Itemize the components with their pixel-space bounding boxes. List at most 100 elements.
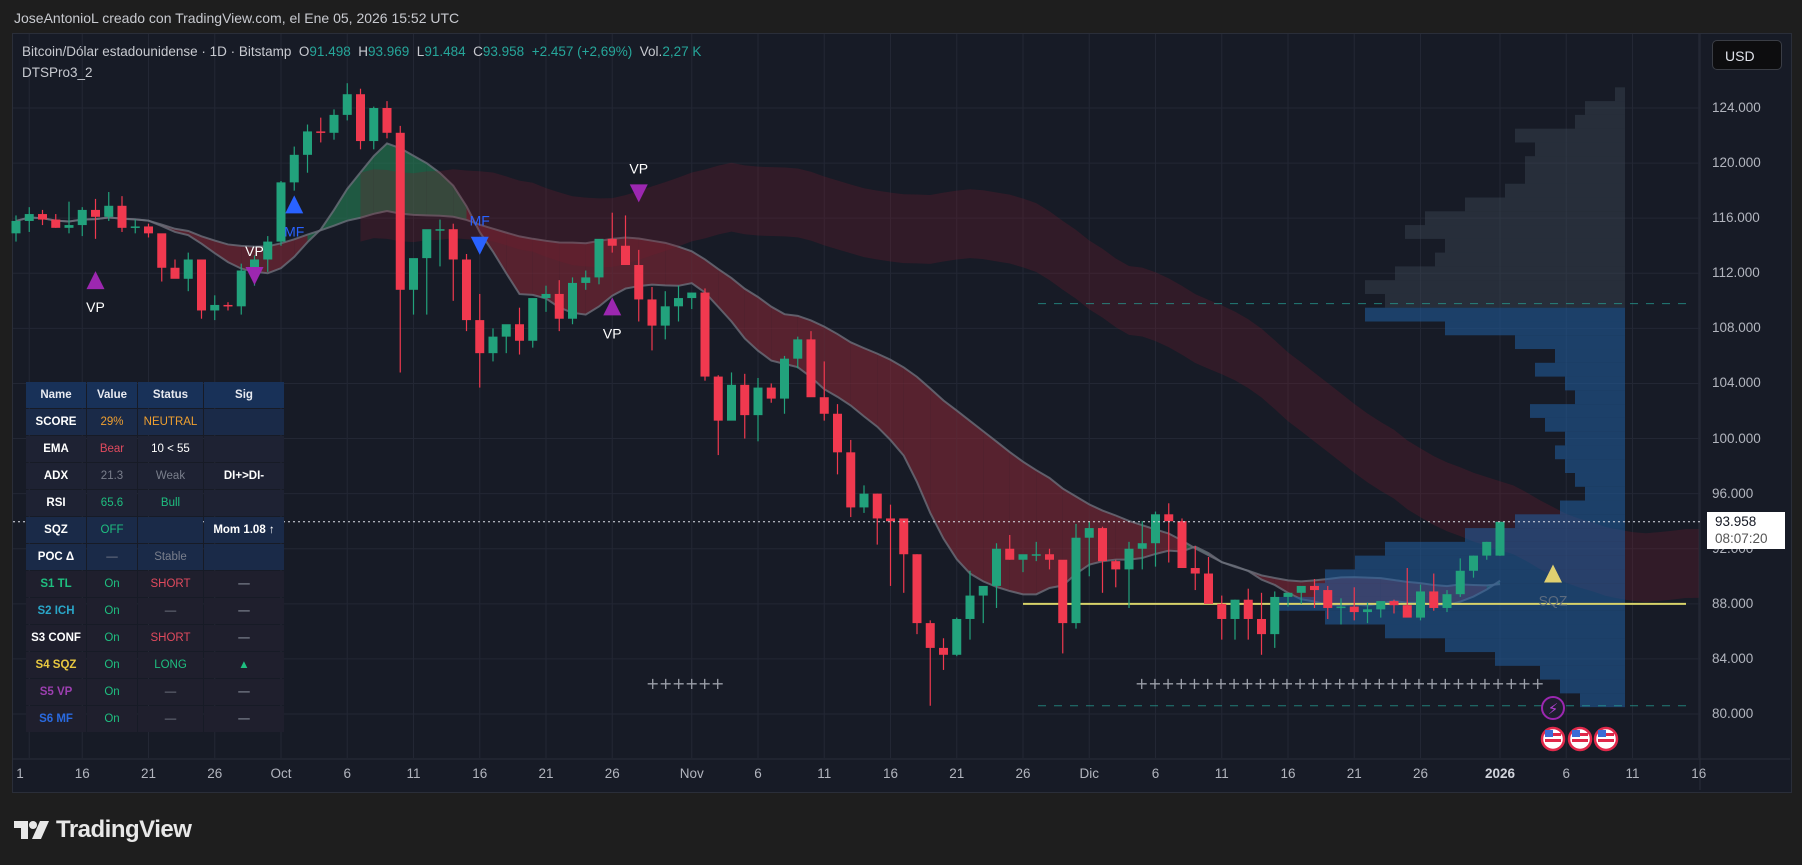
signal-up-triangle-icon	[603, 297, 622, 316]
dashboard-cell-status: Bull	[138, 490, 203, 516]
candle-bullish	[64, 225, 74, 228]
tradingview-logo[interactable]: TradingView	[14, 816, 192, 844]
volume-profile-value-area-bar	[1555, 349, 1625, 363]
volume-profile-bar	[1465, 197, 1625, 212]
plus-marker: +	[1439, 674, 1452, 693]
ema-ribbon-segment	[373, 143, 387, 214]
signal-down-triangle-icon	[245, 267, 264, 286]
plus-marker: +	[1346, 674, 1359, 693]
header-value: Value	[87, 382, 137, 408]
volume-profile-value-area-bar	[1385, 624, 1625, 639]
price-tick-label: 104.000	[1712, 375, 1761, 391]
candle-bearish	[316, 131, 326, 133]
dashboard-cell-sig	[204, 490, 284, 516]
flag-stripe	[1572, 739, 1588, 742]
plus-marker: +	[1399, 674, 1412, 693]
dashboard-row: S2 ICH On — —	[26, 598, 284, 624]
candle-bearish	[1111, 561, 1121, 570]
header-status: Status	[138, 382, 203, 408]
indicator-name[interactable]: DTSPro3_2	[22, 65, 93, 80]
dashboard-cell-sig: —	[204, 625, 284, 651]
symbol-name[interactable]: Bitcoin/Dólar estadounidense · 1D · Bits…	[22, 44, 292, 59]
flag-canton	[1572, 730, 1580, 737]
dashboard-cell-status: LONG	[138, 652, 203, 678]
ema-ribbon-segment	[1036, 470, 1050, 595]
lightning-glyph: ⚡	[1548, 700, 1559, 718]
ema-ribbon-segment	[691, 251, 705, 293]
dashboard-cell-status: —	[138, 598, 203, 624]
plus-marker: +	[685, 674, 698, 693]
volume-profile-bar	[1445, 238, 1625, 253]
ema-ribbon-segment	[930, 388, 944, 539]
time-tick-label: 2026	[1484, 766, 1516, 781]
time-tick-label: 16	[1691, 766, 1707, 781]
currency-button[interactable]: USD	[1712, 40, 1782, 70]
volume-profile-value-area-bar	[1465, 528, 1625, 542]
dashboard-cell-name: POC Δ	[26, 544, 86, 570]
volume-profile-bar	[1365, 280, 1625, 294]
volume-profile-bar	[1575, 114, 1625, 129]
volume-profile-value-area-bar	[1565, 376, 1625, 391]
dashboard-cell-status: —	[138, 679, 203, 705]
ema-ribbon-segment	[360, 156, 374, 218]
ema-ribbon-segment	[890, 359, 904, 456]
ema-ribbon-segment	[956, 410, 970, 574]
volume-profile-bar	[1405, 225, 1625, 239]
volume-profile-value-area-bar	[1515, 514, 1625, 529]
candle-bearish	[144, 226, 153, 234]
time-tick-label: 11	[406, 766, 421, 781]
candle-bearish	[833, 413, 842, 453]
plus-marker: +	[659, 674, 672, 693]
candle-bearish	[607, 238, 617, 246]
dashboard-row: SQZ OFF Mom 1.08 ↑	[26, 517, 284, 543]
dashboard-cell-value: On	[87, 706, 137, 732]
ema-ribbon-segment	[970, 420, 984, 582]
time-tick-label: 11	[1214, 766, 1229, 781]
candle-bullish	[1084, 528, 1094, 538]
candle-bearish	[1323, 590, 1333, 608]
candle-bullish	[793, 339, 803, 359]
plus-marker: +	[1267, 674, 1280, 693]
volume-profile-value-area-bar	[1580, 693, 1625, 708]
candle-bearish	[700, 292, 710, 377]
plus-marker: +	[1241, 674, 1254, 693]
volume-profile-value-area-bar	[1325, 610, 1625, 625]
ema-ribbon-segment	[519, 236, 533, 295]
candle-bullish	[1151, 514, 1160, 544]
candle-bullish	[753, 387, 763, 416]
price-tick-label: 80.000	[1712, 706, 1754, 721]
dashboard-cell-name: S6 MF	[26, 706, 86, 732]
plus-marker: +	[1452, 674, 1465, 693]
candle-bearish	[1005, 548, 1015, 560]
dashboard-cell-value: On	[87, 652, 137, 678]
candle-bearish	[634, 265, 644, 300]
candle-bullish	[541, 293, 551, 299]
candle-bearish	[51, 219, 61, 228]
ema-ribbon-segment	[228, 244, 242, 269]
logo-text: TradingView	[56, 816, 192, 843]
dashboard-cell-value: OFF	[87, 517, 137, 543]
candle-bearish	[819, 397, 829, 414]
dashboard-cell-sig	[204, 409, 284, 435]
volume-profile-value-area-bar	[1515, 335, 1625, 350]
candle-bullish	[1071, 537, 1081, 624]
volume-profile-value-area-bar	[1325, 569, 1625, 584]
candle-bearish	[647, 299, 657, 326]
symbol-legend: Bitcoin/Dólar estadounidense · 1D · Bits…	[22, 44, 701, 59]
volume-profile-value-area-bar	[1575, 390, 1625, 405]
dashboard-cell-sig: —	[204, 679, 284, 705]
volume-profile-value-area-bar	[1560, 500, 1625, 515]
candle-bullish	[1469, 555, 1478, 571]
signal-label: VP	[603, 325, 622, 341]
ema-ribbon-segment	[440, 173, 454, 217]
signal-up-triangle-icon	[1544, 564, 1562, 583]
header-name: Name	[26, 382, 86, 408]
dashboard-cell-sig: —	[204, 571, 284, 597]
candle-bullish	[1230, 599, 1240, 619]
dashboard-cell-status: SHORT	[138, 571, 203, 597]
candle-bearish	[1045, 554, 1054, 560]
time-tick-label: 6	[754, 766, 762, 781]
dashboard-row: S4 SQZ On LONG ▲	[26, 652, 284, 678]
candle-bearish	[157, 233, 167, 268]
candle-bullish	[276, 182, 286, 242]
